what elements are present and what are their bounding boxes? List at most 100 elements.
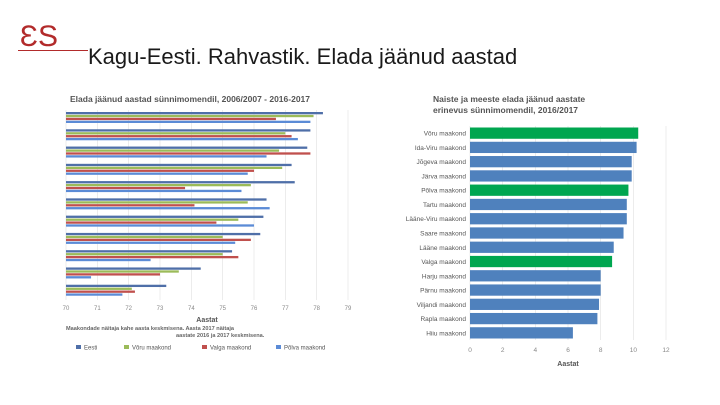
bar — [470, 170, 632, 182]
x-tick-label: 8 — [599, 347, 603, 354]
bar-võru-maakond — [66, 114, 314, 118]
bar-eesti — [66, 284, 167, 288]
category-label: Viljandi maakond — [417, 302, 467, 309]
bar-eesti — [66, 232, 261, 236]
bar-põlva-maakond — [66, 189, 242, 193]
x-tick-label: 6 — [566, 347, 570, 354]
category-label: 2017 — [56, 112, 57, 118]
bar — [470, 270, 601, 282]
category-label: Hiiu maakond — [426, 330, 466, 337]
bar-valga-maakond — [66, 273, 160, 276]
logo-text: ƐS — [20, 20, 58, 53]
life-expectancy-chart: Elada jäänud aastad sünnimomendil, 2006/… — [56, 94, 352, 352]
category-label: 2010 — [56, 233, 57, 239]
bar — [470, 298, 600, 310]
category-label: 2009 — [56, 250, 57, 256]
bar — [470, 184, 629, 196]
bar-eesti — [66, 198, 267, 201]
x-tick-label: 0 — [468, 347, 472, 354]
bar — [470, 312, 598, 325]
x-tick-label: 78 — [313, 306, 320, 312]
bar-eesti — [66, 181, 295, 184]
bar — [470, 327, 573, 339]
bar-võru-maakond — [66, 270, 179, 273]
bar-põlva-maakond — [66, 120, 311, 123]
bar-põlva-maakond — [66, 258, 151, 262]
bar-võru-maakond — [66, 287, 132, 290]
x-tick-label: 71 — [94, 306, 101, 312]
bar-eesti — [66, 163, 292, 167]
category-label: Võru maakond — [424, 131, 467, 138]
legend-swatch — [124, 345, 129, 349]
category-label: 2012 — [56, 198, 57, 204]
bar-võru-maakond — [66, 201, 248, 204]
bar-valga-maakond — [66, 238, 251, 242]
bar — [470, 156, 632, 168]
bar-põlva-maakond — [66, 137, 298, 141]
bar-valga-maakond — [66, 117, 276, 121]
category-label: Lääne-Viru maakond — [406, 216, 467, 223]
category-label: 2016 — [56, 129, 57, 135]
legend-label: Valga maakond — [210, 346, 251, 352]
category-label: 2015 — [56, 147, 57, 153]
category-label: 2013 — [56, 181, 57, 187]
legend-swatch — [202, 345, 207, 349]
legend-label: Võru maakond — [132, 346, 171, 352]
category-label: Valga maakond — [421, 259, 466, 266]
legend-label: Eesti — [84, 346, 97, 352]
x-tick-label: 79 — [345, 306, 352, 312]
category-label: Pärnu maakond — [420, 288, 466, 295]
category-label: 2008 — [56, 267, 57, 273]
bar-põlva-maakond — [66, 155, 267, 158]
x-tick-label: 76 — [251, 306, 258, 312]
x-axis-label: Aastat — [196, 317, 218, 324]
bar — [470, 127, 639, 139]
bar-võru-maakond — [66, 166, 283, 170]
category-label: Järva maakond — [422, 173, 467, 180]
category-label: Saare maakond — [420, 231, 466, 238]
bar-valga-maakond — [66, 255, 239, 259]
bar — [470, 213, 627, 225]
bar-võru-maakond — [66, 253, 223, 256]
bar-eesti — [66, 112, 323, 115]
gender-gap-chart: Naiste ja meeste elada jäänud aastateeri… — [406, 94, 670, 368]
bar-eesti — [66, 215, 264, 218]
category-label: Jõgeva maakond — [416, 159, 466, 166]
bar-võru-maakond — [66, 183, 251, 187]
bar-valga-maakond — [66, 169, 254, 172]
x-tick-label: 77 — [282, 306, 289, 312]
bar-valga-maakond — [66, 221, 217, 224]
category-label: Lääne maakond — [419, 245, 466, 252]
bar-võru-maakond — [66, 235, 223, 239]
x-tick-label: 10 — [630, 347, 638, 354]
bar — [470, 198, 627, 211]
bar-võru-maakond — [66, 149, 280, 152]
category-label: Tartu maakond — [423, 202, 466, 209]
bar-eesti — [66, 129, 311, 132]
bar — [470, 241, 614, 253]
bar — [470, 284, 601, 296]
chart-title: Naiste ja meeste elada jäänud aastate — [433, 94, 585, 104]
x-tick-label: 73 — [157, 306, 164, 312]
category-label: Rapla maakond — [420, 316, 466, 323]
category-label: 2011 — [56, 216, 57, 222]
x-tick-label: 12 — [662, 347, 670, 354]
bar-võru-maakond — [66, 132, 286, 135]
logo: ƐS — [18, 14, 88, 56]
category-label: 2007 — [56, 285, 57, 291]
bar-valga-maakond — [66, 186, 186, 190]
bar-valga-maakond — [66, 135, 292, 138]
x-tick-label: 4 — [534, 347, 538, 354]
x-tick-label: 2 — [501, 347, 505, 354]
bar — [470, 227, 624, 239]
bar-põlva-maakond — [66, 293, 123, 296]
bar-valga-maakond — [66, 152, 311, 155]
page-title: Kagu-Eesti. Rahvastik. Elada jäänud aast… — [88, 44, 518, 69]
x-tick-label: 70 — [63, 306, 70, 312]
category-label: Põlva maakond — [421, 188, 466, 195]
chart-title: erinevus sünnimomendil, 2016/2017 — [433, 105, 578, 115]
bar — [470, 141, 637, 154]
x-axis-label: Aastat — [557, 361, 579, 368]
chart-title: Elada jäänud aastad sünnimomendil, 2006/… — [70, 94, 310, 104]
bar-põlva-maakond — [66, 172, 248, 175]
